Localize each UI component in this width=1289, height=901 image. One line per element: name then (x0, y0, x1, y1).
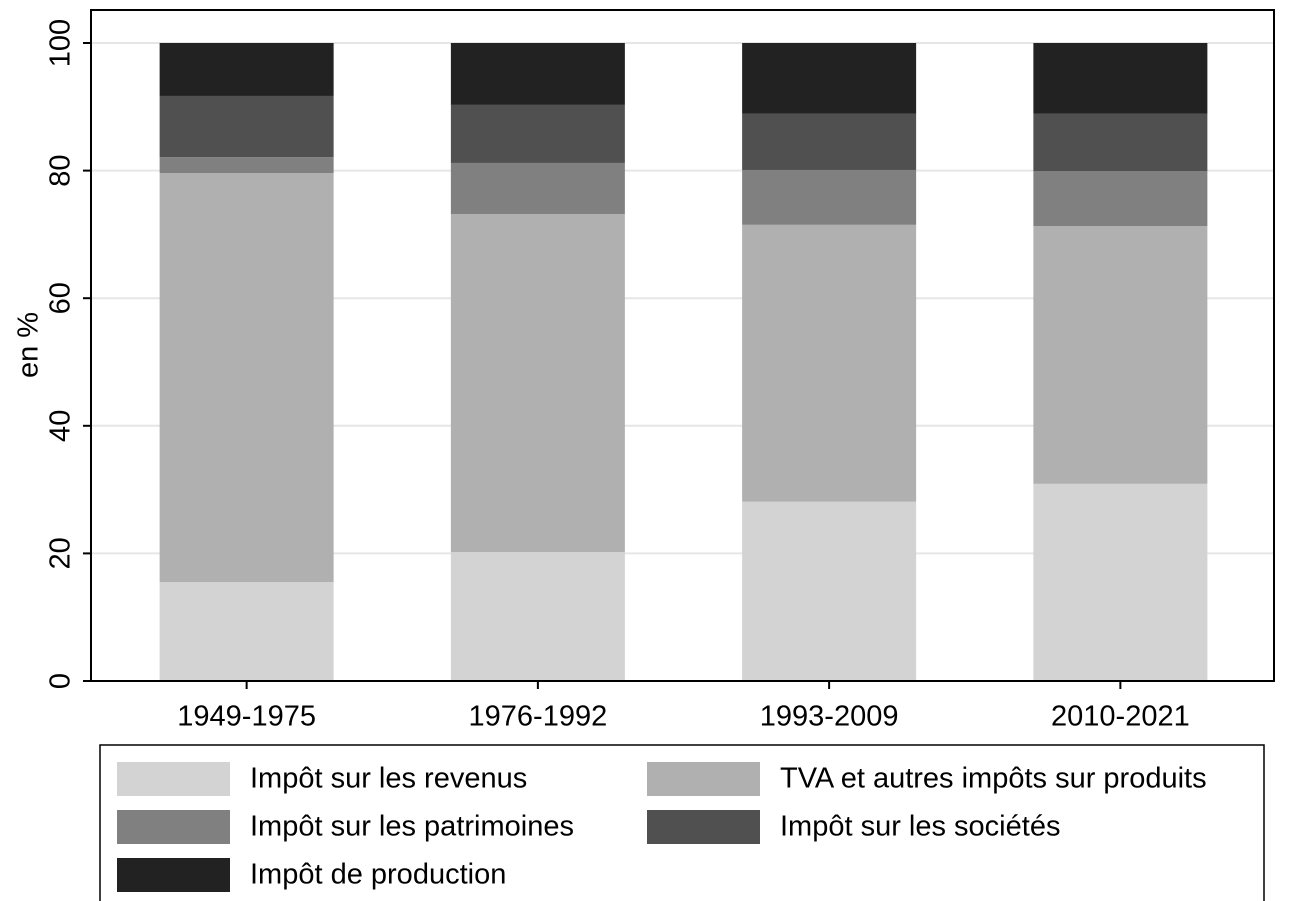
bar-segment (450, 162, 625, 214)
legend-label: Impôt de production (250, 859, 506, 891)
bar-segment (1033, 113, 1208, 172)
legend-box (99, 744, 1265, 901)
bar-segment (450, 213, 625, 553)
y-tick-label: 80 (45, 154, 77, 186)
plot-frame (90, 9, 1275, 682)
bar-segment (1033, 226, 1208, 484)
legend-swatch (117, 810, 230, 844)
bar-segment (450, 104, 625, 163)
x-tick-label: 1993-2009 (760, 701, 899, 733)
bar-segment (159, 95, 334, 158)
x-tick-label: 1949-1975 (177, 701, 316, 733)
legend-swatch (117, 858, 230, 892)
bar-segment (742, 43, 917, 114)
y-tick-label: 60 (45, 282, 77, 314)
bar-segment (450, 43, 625, 105)
bar-segment (1033, 483, 1208, 681)
legend-label: Impôt sur les patrimoines (250, 811, 574, 843)
legend-label: TVA et autres impôts sur produits (780, 763, 1207, 795)
legend-swatch (647, 810, 760, 844)
legend-swatch (647, 762, 760, 796)
legend-swatch (117, 762, 230, 796)
y-tick-label: 40 (45, 410, 77, 442)
bar-segment (159, 43, 334, 96)
y-tick-label: 20 (45, 537, 77, 569)
bar-segment (742, 224, 917, 502)
y-tick-label: 0 (45, 673, 77, 689)
bar-segment (1033, 43, 1208, 114)
bar-segment (742, 113, 917, 170)
legend-label: Impôt sur les revenus (250, 763, 527, 795)
y-axis-label: en % (13, 312, 45, 378)
x-tick-label: 1976-1992 (469, 701, 608, 733)
x-tick-label: 2010-2021 (1051, 701, 1190, 733)
bar-segment (159, 157, 334, 174)
bar-segment (742, 501, 917, 681)
bar-segment (159, 173, 334, 583)
bar-segment (742, 169, 917, 225)
bar-segment (1033, 171, 1208, 227)
bar-segment (159, 582, 334, 681)
y-tick-label: 100 (45, 19, 77, 67)
bar-segment (450, 552, 625, 681)
legend-label: Impôt sur les sociétés (780, 811, 1060, 843)
